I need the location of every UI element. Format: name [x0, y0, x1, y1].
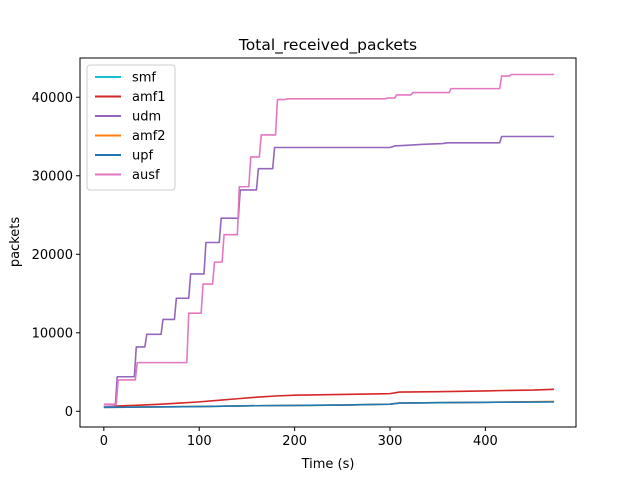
plot-frame	[79, 57, 577, 428]
chart-title: Total_received_packets	[238, 36, 417, 55]
legend-label-ausf: ausf	[132, 168, 160, 183]
x-tick-label: 400	[473, 434, 498, 449]
series-line-ausf	[103, 73, 555, 406]
plot-area	[103, 73, 555, 409]
x-tick-label: 300	[378, 434, 403, 449]
y-axis-title: packets	[8, 217, 23, 268]
x-tick-label: 0	[100, 434, 108, 449]
y-tick-label: 40000	[32, 91, 73, 106]
y-tick-label: 20000	[32, 248, 73, 263]
x-tick-label: 200	[282, 434, 307, 449]
x-axis: 0 100 200 300 400	[100, 427, 498, 449]
legend-label-upf: upf	[132, 149, 153, 164]
legend-label-amf2: amf2	[132, 129, 165, 144]
y-tick-label: 0	[65, 405, 73, 420]
legend: smf amf1 udm amf2 upf ausf	[86, 64, 176, 191]
y-tick-label: 30000	[32, 169, 73, 184]
x-tick-label: 100	[187, 434, 212, 449]
legend-label-smf: smf	[132, 71, 156, 86]
series-line-amf1	[103, 388, 555, 408]
legend-label-udm: udm	[132, 110, 161, 125]
y-tick-label: 10000	[32, 326, 73, 341]
series-line-upf	[103, 401, 555, 409]
y-axis: 0 10000 20000 30000 40000	[32, 91, 80, 420]
legend-label-amf1: amf1	[132, 90, 165, 105]
series-line-udm	[103, 135, 555, 408]
x-axis-title: Time (s)	[301, 457, 355, 472]
legend-box	[86, 64, 176, 191]
